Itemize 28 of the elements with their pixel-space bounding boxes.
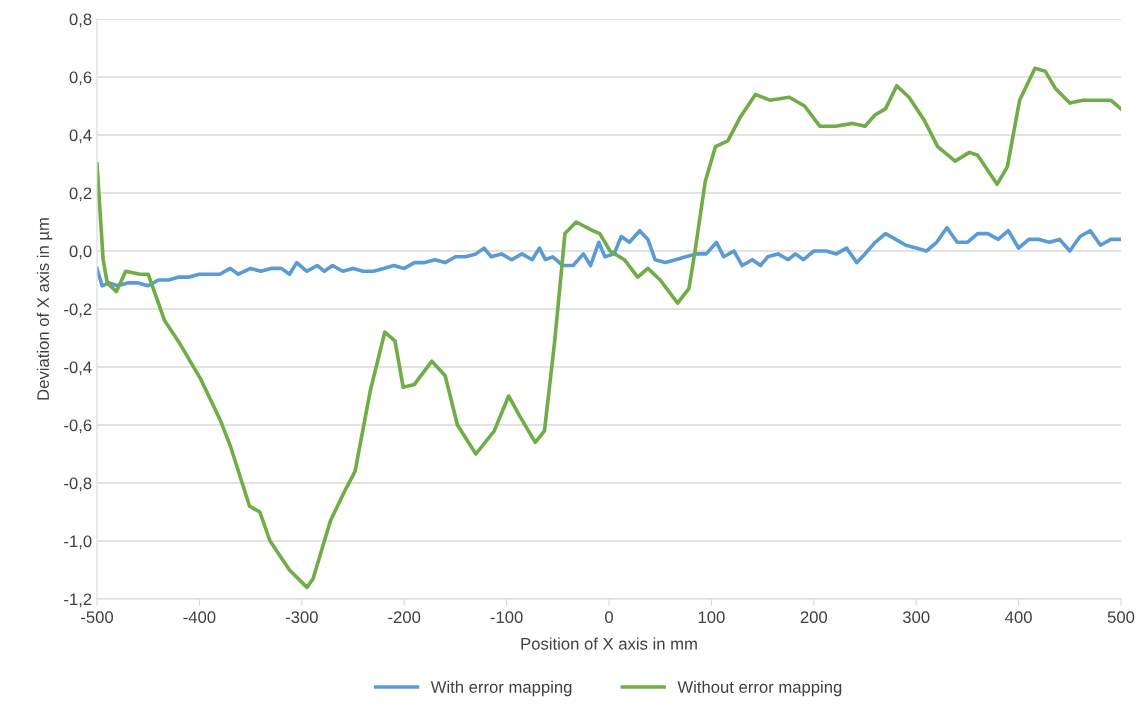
x-tick-label: -100 <box>490 611 523 624</box>
y-tick-label: 0,8 <box>69 13 92 28</box>
x-tick-label: 100 <box>698 611 725 624</box>
x-tick-label: 200 <box>800 611 828 624</box>
y-axis-title: Deviation of X axis in µm <box>36 218 53 400</box>
y-tick-label: -0,2 <box>64 303 92 318</box>
x-tick-label: -500 <box>81 611 114 624</box>
x-axis-title: Position of X axis in mm <box>521 637 697 650</box>
x-tick-label: -400 <box>183 611 216 624</box>
line-series <box>97 66 1121 590</box>
legend-label: Without error mapping <box>677 680 842 697</box>
x-tick-label: 400 <box>1005 611 1032 624</box>
y-tick-label: 0,2 <box>69 187 92 202</box>
line-series <box>97 225 1121 288</box>
y-tick-label: -1,0 <box>64 535 92 550</box>
x-tick-label: 0 <box>605 611 613 624</box>
x-tick-label: 300 <box>902 611 930 624</box>
x-tick-label: -200 <box>388 611 421 624</box>
y-tick-label: -0,6 <box>64 419 92 434</box>
x-tick-label: -300 <box>285 611 318 624</box>
y-tick-label: -0,8 <box>64 477 92 492</box>
y-tick-label: -1,2 <box>64 593 92 608</box>
y-tick-label: -0,4 <box>64 361 92 376</box>
legend-label: With error mapping <box>430 680 572 697</box>
y-tick-label: 0,0 <box>69 245 92 260</box>
y-tick-label: 0,6 <box>69 71 92 86</box>
x-tick-label: 500 <box>1107 611 1135 624</box>
y-tick-label: 0,4 <box>69 129 92 144</box>
